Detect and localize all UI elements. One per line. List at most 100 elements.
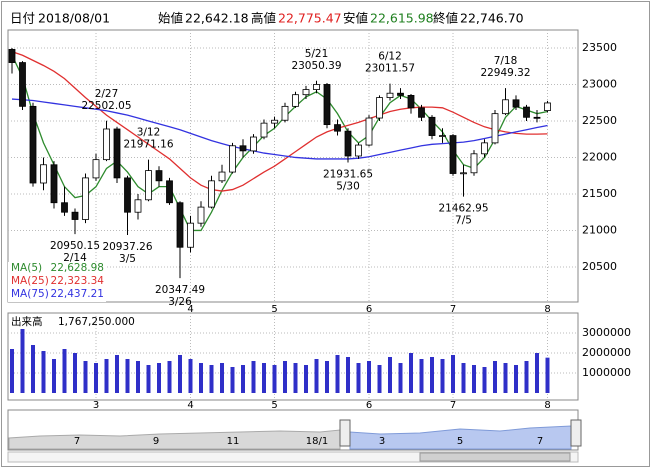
navigator-label: 11: [227, 436, 240, 447]
candle-body: [512, 99, 520, 108]
annotation-date: 3/26: [168, 296, 192, 308]
open: 22,642.18: [185, 11, 249, 26]
x-tick-label: 8: [544, 400, 550, 411]
candle-body: [239, 145, 247, 152]
volume-bar: [262, 363, 266, 393]
ma-line: [11, 98, 548, 160]
x-tick-label: 6: [366, 400, 372, 411]
candle-body: [407, 95, 415, 109]
volume-bar: [157, 363, 161, 393]
candle-body: [281, 105, 289, 121]
volume-value: 1,767,250.000: [58, 316, 135, 328]
candle-body: [103, 128, 110, 161]
volume-bar: [52, 359, 56, 393]
annotation-value: 20950.15: [50, 240, 100, 252]
candle-body: [250, 136, 257, 152]
y-tick-label: 21500: [582, 187, 617, 200]
candle-body: [50, 164, 58, 204]
legend-value: 22,628.98: [51, 262, 104, 274]
volume-bar: [10, 349, 14, 393]
candle-body: [145, 170, 152, 201]
volume-bar: [199, 363, 203, 393]
volume-bar: [482, 367, 487, 393]
volume-bar: [283, 361, 287, 393]
legend-value: 22,323.34: [51, 275, 105, 287]
volume-bar: [377, 365, 382, 393]
volume-tick-label: 1000000: [582, 366, 631, 379]
x-tick-label: 6: [366, 304, 372, 315]
navigator-label: 7: [74, 436, 80, 447]
navigator-label: 9: [153, 436, 159, 447]
annotation-date: 7/5: [455, 215, 472, 227]
volume-bar: [293, 363, 298, 393]
annotation-value: 21931.65: [323, 168, 373, 180]
annotation-date: 3/5: [119, 253, 136, 265]
volume-bar: [356, 363, 361, 393]
volume-bar: [451, 355, 455, 393]
volume-bar: [146, 365, 151, 393]
candle-body: [71, 211, 79, 220]
volume-bar: [388, 357, 392, 393]
volume-bar: [545, 357, 550, 393]
volume-bar: [230, 367, 235, 393]
y-tick-label: 21000: [582, 223, 617, 236]
candle-body: [229, 145, 236, 173]
volume-bar: [409, 353, 413, 393]
annotation-value: 22949.32: [480, 67, 530, 79]
volume-bar: [241, 365, 245, 393]
annotation-value: 21971.16: [123, 139, 173, 151]
candle-body: [19, 62, 26, 107]
annotation-date: 5/21: [305, 48, 329, 60]
candle-body: [397, 92, 404, 96]
volume-bar: [94, 363, 98, 393]
candle-body: [40, 164, 47, 184]
volume-bar: [440, 359, 445, 393]
volume-bar: [104, 359, 109, 393]
volume-bar: [251, 361, 256, 393]
low-label: 安値: [343, 11, 368, 26]
navigator-label: 18/1: [306, 436, 328, 447]
scroll-thumb[interactable]: [419, 452, 571, 462]
ma-line: [11, 54, 548, 232]
candle-body: [134, 199, 142, 213]
annotation-value: 22502.05: [81, 100, 131, 112]
volume-bar: [125, 359, 130, 393]
volume-bar: [472, 365, 476, 393]
volume-bar: [367, 361, 371, 393]
volume-bar: [272, 365, 277, 393]
date-label: 日付: [10, 11, 35, 26]
candle-body: [218, 171, 226, 182]
candle-body: [302, 89, 310, 96]
candle-body: [418, 107, 425, 118]
volume-bar: [209, 365, 214, 393]
candle-body: [355, 144, 362, 157]
candle-body: [92, 159, 100, 179]
candle-body: [208, 180, 215, 208]
legend-name: MA(25): [11, 275, 49, 287]
candle-body: [491, 113, 499, 144]
x-tick-label: 5: [271, 304, 277, 315]
open-label: 始値: [158, 11, 183, 26]
high-label: 高値: [251, 11, 276, 26]
volume-bar: [73, 353, 77, 393]
x-tick-label: 4: [187, 400, 193, 411]
candle-body: [166, 180, 173, 204]
candle-body: [61, 202, 68, 213]
navigator-label: 7: [537, 436, 543, 447]
y-tick-label: 22000: [582, 150, 617, 163]
candle-body: [428, 116, 436, 136]
x-tick-label: 4: [187, 304, 193, 315]
candle-body: [334, 124, 341, 132]
candle-body: [176, 202, 184, 248]
volume-bar: [535, 353, 539, 393]
candle-body: [481, 142, 488, 155]
volume-bar: [493, 361, 497, 393]
range-handle-left[interactable]: [339, 419, 351, 447]
candle-body: [344, 130, 352, 157]
volume-bar: [20, 329, 25, 393]
legend-name: MA(5): [11, 262, 42, 274]
annotation-value: 20347.49: [155, 284, 205, 296]
range-handle-right[interactable]: [570, 419, 582, 447]
scrollbar[interactable]: [7, 451, 579, 463]
close: 22,746.70: [460, 11, 524, 26]
